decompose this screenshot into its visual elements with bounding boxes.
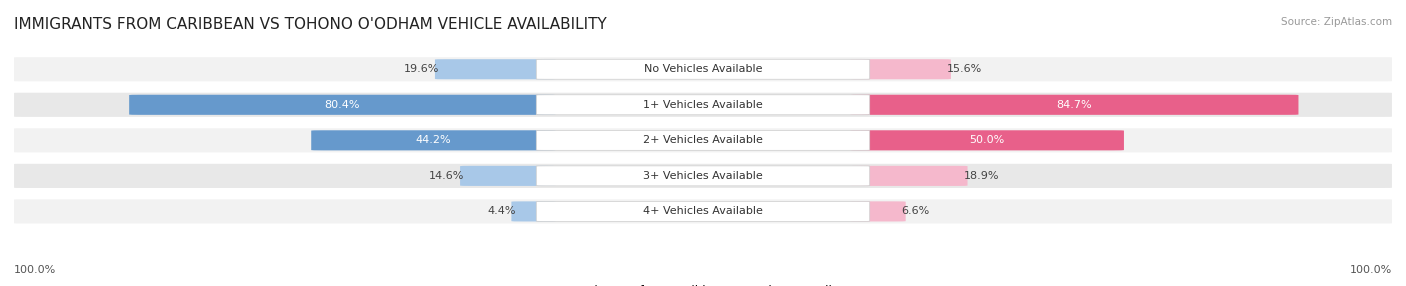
Text: 6.6%: 6.6% [901,206,929,217]
FancyBboxPatch shape [851,130,1123,150]
Text: 19.6%: 19.6% [404,64,439,74]
Text: 3+ Vehicles Available: 3+ Vehicles Available [643,171,763,181]
Legend: Immigrants from Caribbean, Tohono O'odham: Immigrants from Caribbean, Tohono O'odha… [551,285,855,286]
FancyBboxPatch shape [851,59,950,79]
FancyBboxPatch shape [512,201,555,221]
FancyBboxPatch shape [311,130,555,150]
Text: 100.0%: 100.0% [1350,265,1392,275]
Text: 84.7%: 84.7% [1057,100,1092,110]
FancyBboxPatch shape [14,93,1392,117]
Text: 50.0%: 50.0% [970,135,1005,145]
FancyBboxPatch shape [460,166,555,186]
Text: 14.6%: 14.6% [429,171,464,181]
FancyBboxPatch shape [129,95,555,115]
Text: 4.4%: 4.4% [486,206,516,217]
Text: 2+ Vehicles Available: 2+ Vehicles Available [643,135,763,145]
FancyBboxPatch shape [14,128,1392,152]
FancyBboxPatch shape [14,164,1392,188]
FancyBboxPatch shape [851,201,905,221]
Text: No Vehicles Available: No Vehicles Available [644,64,762,74]
Text: 4+ Vehicles Available: 4+ Vehicles Available [643,206,763,217]
FancyBboxPatch shape [536,201,870,221]
Text: IMMIGRANTS FROM CARIBBEAN VS TOHONO O'ODHAM VEHICLE AVAILABILITY: IMMIGRANTS FROM CARIBBEAN VS TOHONO O'OD… [14,17,607,32]
FancyBboxPatch shape [851,166,967,186]
FancyBboxPatch shape [536,59,870,79]
Text: 1+ Vehicles Available: 1+ Vehicles Available [643,100,763,110]
Text: Source: ZipAtlas.com: Source: ZipAtlas.com [1281,17,1392,27]
Text: 18.9%: 18.9% [963,171,998,181]
FancyBboxPatch shape [536,166,870,186]
Text: 100.0%: 100.0% [14,265,56,275]
Text: 80.4%: 80.4% [325,100,360,110]
FancyBboxPatch shape [536,130,870,150]
FancyBboxPatch shape [14,199,1392,223]
FancyBboxPatch shape [14,57,1392,81]
FancyBboxPatch shape [536,95,870,115]
FancyBboxPatch shape [434,59,555,79]
FancyBboxPatch shape [851,95,1299,115]
Text: 15.6%: 15.6% [946,64,981,74]
Text: 44.2%: 44.2% [416,135,451,145]
